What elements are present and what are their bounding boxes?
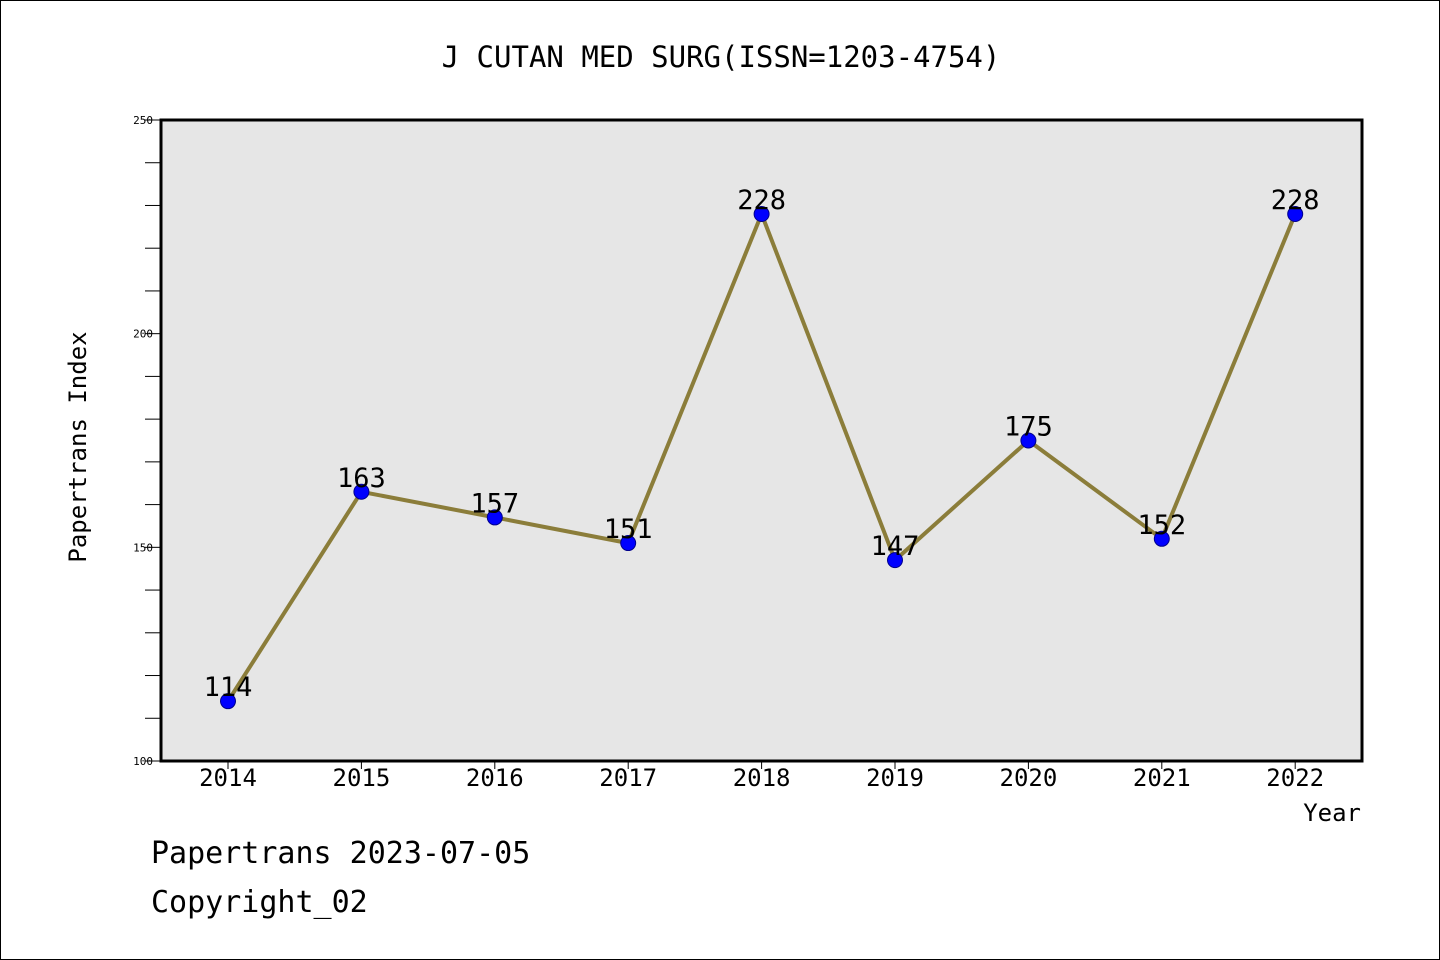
data-point xyxy=(620,535,637,552)
plot-area xyxy=(159,118,1364,763)
data-point xyxy=(887,552,903,569)
y-tick-label: 200 xyxy=(133,328,153,341)
x-tick-label: 2015 xyxy=(333,764,391,792)
x-tick-label: 2020 xyxy=(1000,764,1058,792)
data-label: 151 xyxy=(604,514,653,545)
x-tick-label: 2018 xyxy=(733,764,791,792)
footer-copyright: Copyright_02 xyxy=(151,885,368,920)
data-point xyxy=(220,693,236,710)
data-point xyxy=(1287,206,1304,223)
x-tick-label: 2022 xyxy=(1266,764,1324,792)
data-label: 157 xyxy=(470,488,519,519)
x-tick-label: 2017 xyxy=(599,764,657,792)
y-axis: 100 150 200 250 xyxy=(133,114,161,768)
y-tick-label: 100 xyxy=(133,755,153,768)
data-point xyxy=(353,483,370,500)
y-axis-label: Papertrans Index xyxy=(64,331,92,562)
x-tick-label: 2019 xyxy=(866,764,924,792)
chart-title: J CUTAN MED SURG(ISSN=1203-4754) xyxy=(442,40,1001,74)
data-label: 163 xyxy=(337,463,386,494)
data-point xyxy=(1020,432,1037,449)
data-labels: 114 163 157 151 228 147 175 152 228 xyxy=(204,185,1320,703)
data-label: 228 xyxy=(737,185,786,216)
data-point xyxy=(486,509,503,526)
data-label: 114 xyxy=(204,672,253,703)
y-tick-label: 150 xyxy=(133,541,153,554)
x-axis: 2014 2015 2016 2017 2018 2019 2020 2021 2022 xyxy=(199,761,1324,792)
data-label: 175 xyxy=(1004,412,1053,443)
series xyxy=(220,206,1304,710)
footer-date: Papertrans 2023-07-05 xyxy=(151,836,531,871)
y-tick-label: 250 xyxy=(133,114,153,127)
x-tick-label: 2016 xyxy=(466,764,524,792)
data-label: 152 xyxy=(1137,510,1186,541)
data-label: 228 xyxy=(1271,185,1320,216)
x-axis-label: Year xyxy=(1303,799,1361,827)
x-tick-label: 2021 xyxy=(1133,764,1191,792)
data-point xyxy=(1153,530,1170,547)
data-label: 147 xyxy=(871,531,920,562)
data-point xyxy=(753,206,770,223)
x-tick-label: 2014 xyxy=(199,764,257,792)
